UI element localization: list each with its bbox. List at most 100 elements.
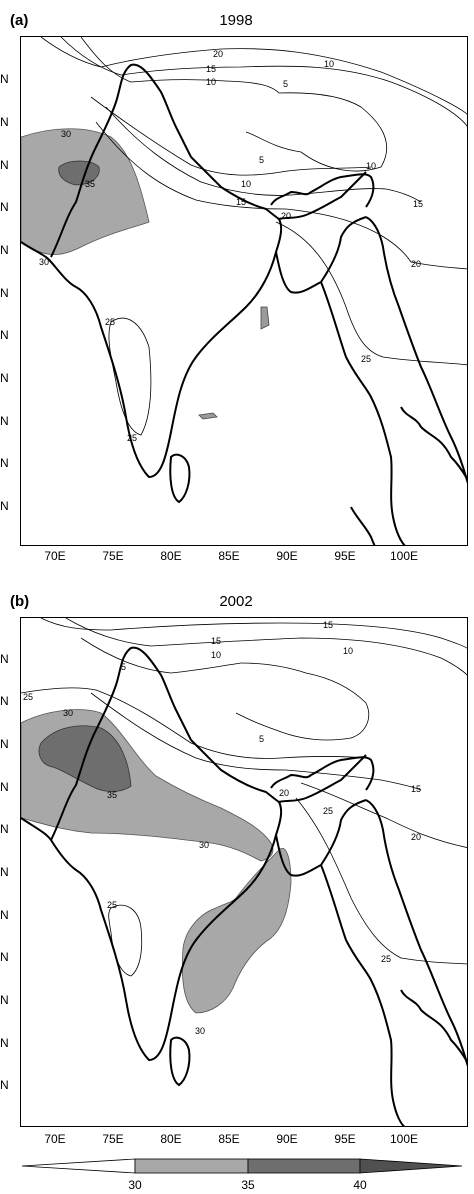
contour-label: 10: [324, 59, 334, 69]
contour-label: 25: [127, 433, 137, 443]
contour-line: [300, 782, 467, 848]
contour-label: 15: [411, 784, 421, 794]
lat-tick: N: [0, 328, 9, 342]
lat-tick: N: [0, 286, 9, 300]
contour-label: 10: [366, 161, 376, 171]
map-panel-a: 20 15 10 10 5 5 10 10 15 20 15 20 30 35 …: [20, 36, 468, 546]
contour-line: [21, 687, 367, 759]
contour-label: 20: [281, 211, 291, 221]
lon-label: 70E: [44, 1132, 66, 1146]
contour-label: 15: [413, 199, 423, 209]
lat-tick: N: [0, 371, 9, 385]
colorbar-segment-35-40: [247, 1158, 361, 1174]
contour-line: [80, 637, 242, 674]
contour-label: 30: [199, 840, 209, 850]
lat-tick: N: [0, 652, 9, 666]
lon-label: 95E: [334, 549, 356, 563]
lat-tick: N: [0, 780, 9, 794]
contour-label: 20: [213, 49, 223, 59]
contour-label: 10: [206, 77, 216, 87]
coastline: [169, 1036, 191, 1087]
colorbar-segment-30-35: [134, 1158, 249, 1174]
map-a-svg: 20 15 10 10 5 5 10 10 15 20 15 20 30 35 …: [21, 37, 467, 545]
contour-label: 25: [23, 692, 33, 702]
lon-label: 95E: [334, 1132, 356, 1146]
lat-tick: N: [0, 950, 9, 964]
map-b-svg: 15 15 10 10 5 5 25 30 35 20 25 15 20 30 …: [21, 618, 467, 1126]
lat-tick: N: [0, 694, 9, 708]
colorbar: 30 35 40: [21, 1158, 463, 1192]
lat-tick: N: [0, 993, 9, 1007]
contour-label: 25: [381, 954, 391, 964]
contour-label: 30: [63, 708, 73, 718]
contour-line: [225, 80, 388, 172]
shaded-region-30: [181, 847, 292, 1014]
lat-tick: N: [0, 1078, 9, 1092]
lat-tick: N: [0, 908, 9, 922]
border-line: [270, 173, 375, 208]
contour-label: 20: [411, 832, 421, 842]
lon-label: 90E: [276, 1132, 298, 1146]
coastline: [400, 406, 467, 481]
contour-line: [90, 96, 372, 176]
border-line: [50, 646, 192, 841]
contour-line: [65, 618, 467, 676]
lat-tick: N: [0, 115, 9, 129]
contour-label: 5: [283, 79, 288, 89]
contour-label: 25: [105, 317, 115, 327]
lon-label: 85E: [218, 1132, 240, 1146]
border-line: [190, 156, 280, 220]
contour-label: 30: [39, 257, 49, 267]
lat-tick: N: [0, 499, 9, 513]
contour-line: [60, 37, 467, 127]
border-line: [278, 171, 367, 220]
lon-label: 90E: [276, 549, 298, 563]
coastline: [350, 506, 376, 545]
contour-line: [40, 618, 467, 649]
lat-tick: N: [0, 822, 9, 836]
lon-label: 100E: [389, 1132, 419, 1146]
contour-label: 5: [121, 662, 126, 672]
colorbar-segment-above: [359, 1158, 463, 1174]
contour-line: [108, 904, 143, 977]
lat-tick: N: [0, 1036, 9, 1050]
border-line: [365, 799, 467, 1067]
contour-line: [108, 317, 152, 436]
border-line: [365, 216, 467, 484]
coastline: [275, 216, 367, 294]
contour-label: 25: [107, 900, 117, 910]
contour-label: 15: [236, 197, 246, 207]
contour-line: [80, 37, 227, 83]
colorbar-segment-below: [21, 1158, 136, 1174]
contour-label: 25: [323, 806, 333, 816]
panel-b-label: (b): [10, 593, 30, 610]
contour-line: [295, 797, 467, 965]
contour-label: 15: [211, 636, 221, 646]
lat-tick: N: [0, 158, 9, 172]
lon-label: 100E: [389, 549, 419, 563]
lon-label: 80E: [160, 549, 182, 563]
contour-line: [285, 208, 467, 270]
colorbar-label: 35: [241, 1178, 255, 1192]
lat-tick: N: [0, 414, 9, 428]
lat-tick: N: [0, 72, 9, 86]
lon-label: 75E: [102, 1132, 124, 1146]
lon-label: 70E: [44, 549, 66, 563]
colorbar-label: 40: [353, 1178, 367, 1192]
shaded-region-35: [58, 160, 100, 186]
map-panel-b: 15 15 10 10 5 5 25 30 35 20 25 15 20 30 …: [20, 617, 468, 1127]
coastline: [169, 453, 191, 504]
lat-tick: N: [0, 737, 9, 751]
border-line: [50, 63, 192, 258]
contour-label: 35: [107, 790, 117, 800]
contour-label: 20: [411, 259, 421, 269]
coastline: [21, 801, 283, 1062]
coastline: [400, 989, 467, 1064]
contour-label: 10: [211, 650, 221, 660]
shaded-region-30: [21, 128, 150, 256]
colorbar-label: 30: [128, 1178, 142, 1192]
lat-tick: N: [0, 865, 9, 879]
lat-tick: N: [0, 456, 9, 470]
contour-label: 15: [323, 620, 333, 630]
panel-a-label: (a): [10, 12, 29, 29]
